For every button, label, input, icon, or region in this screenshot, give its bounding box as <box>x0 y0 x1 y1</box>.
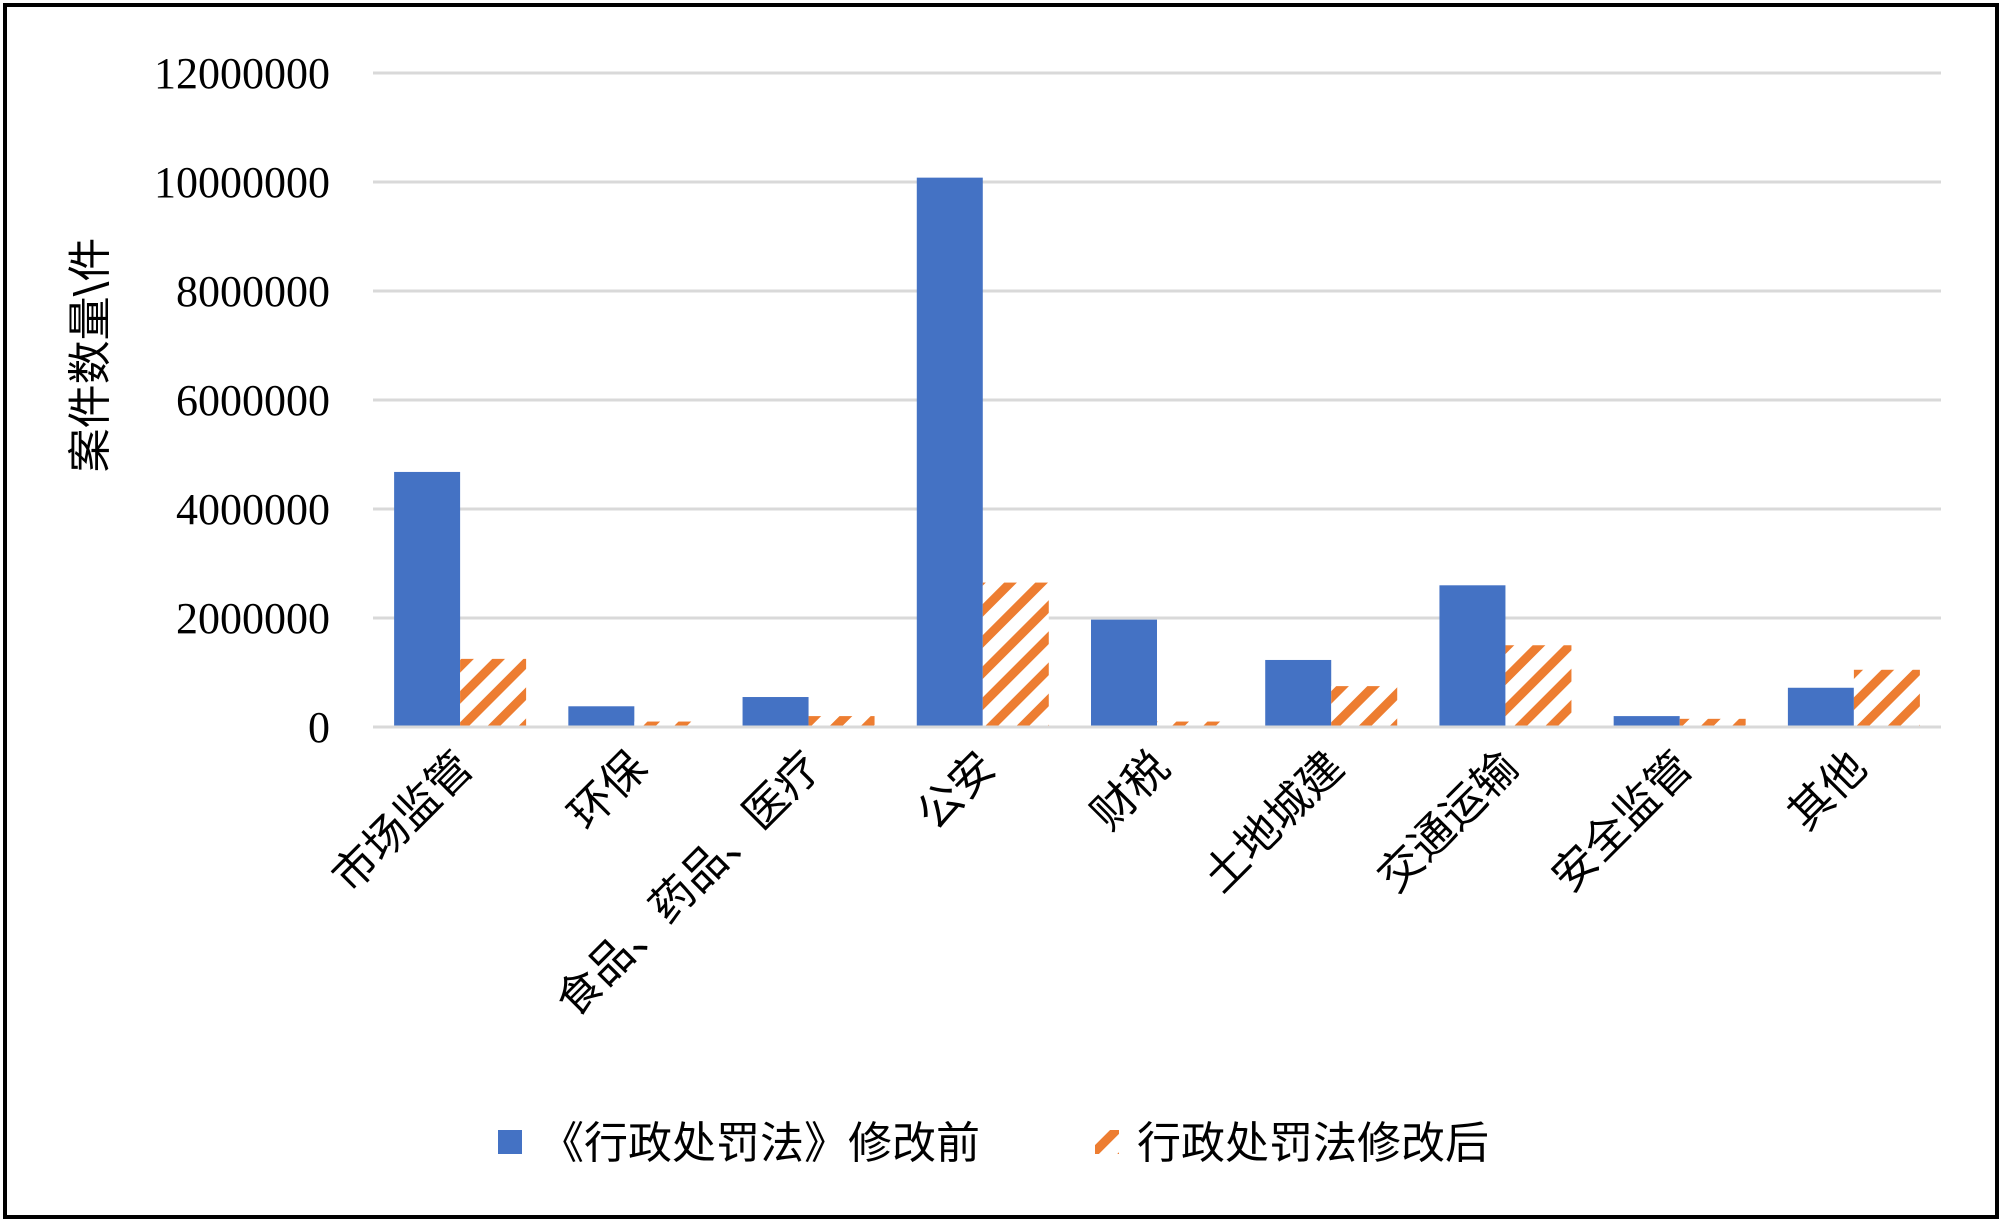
bar-before <box>742 697 809 727</box>
x-category-label: 财税 <box>1081 742 1179 840</box>
bar-before <box>568 706 635 727</box>
bar-after <box>460 658 527 727</box>
x-category-label: 公安 <box>907 742 1005 840</box>
y-tick-label: 4000000 <box>176 485 330 534</box>
x-category-label: 市场监管 <box>322 742 483 903</box>
legend-swatch-after <box>1095 1130 1119 1154</box>
bar-after <box>808 716 875 727</box>
legend-swatch-before <box>498 1130 522 1154</box>
y-tick-label: 0 <box>308 703 330 752</box>
bar-after <box>1853 669 1920 727</box>
bar-after <box>1505 645 1572 727</box>
x-category-label: 交通运输 <box>1368 742 1529 903</box>
bar-before <box>916 177 983 727</box>
x-category-label: 环保 <box>559 742 657 840</box>
bar-before <box>1787 687 1854 727</box>
bar-after <box>1157 721 1223 727</box>
legend-label-after: 行政处罚法修改后 <box>1137 1118 1489 1169</box>
bar-after <box>1331 686 1398 727</box>
bar-before <box>1265 659 1332 727</box>
y-tick-label: 10000000 <box>154 158 330 207</box>
y-tick-label: 6000000 <box>176 376 330 425</box>
x-category-label: 土地城建 <box>1193 742 1354 903</box>
bar-after <box>634 721 701 727</box>
bar-before <box>1091 619 1157 727</box>
legend: 《行政处罚法》修改前 行政处罚法修改后 <box>498 1118 1489 1169</box>
x-category-label: 其他 <box>1778 742 1876 840</box>
y-tick-label: 12000000 <box>154 49 330 98</box>
bar-before <box>394 471 461 727</box>
y-tick-label: 8000000 <box>176 267 330 316</box>
y-tick-label: 2000000 <box>176 594 330 643</box>
x-category-label: 安全监管 <box>1542 742 1703 903</box>
bar-before <box>1439 585 1506 727</box>
legend-label-before: 《行政处罚法》修改前 <box>540 1118 980 1169</box>
grid-lines <box>373 71 1941 620</box>
y-axis-label: 案件数量\件 <box>65 238 116 473</box>
bar-before <box>1613 716 1680 727</box>
bar-after <box>982 582 1049 727</box>
y-axis-ticks: 0 2000000 4000000 6000000 8000000 10000000 120… <box>154 49 330 752</box>
bar-after <box>1679 718 1746 727</box>
bars <box>394 177 1920 727</box>
